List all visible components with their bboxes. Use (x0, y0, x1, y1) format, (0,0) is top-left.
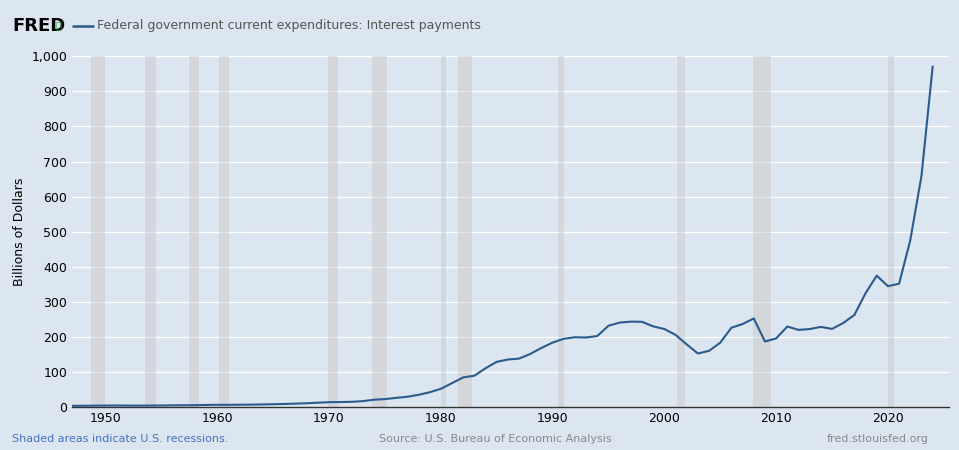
Bar (677, 56, 685, 407)
Bar (91, 56, 105, 407)
Bar (457, 56, 473, 407)
Bar (220, 56, 229, 407)
Bar (189, 56, 199, 407)
Bar (328, 56, 339, 407)
Text: FRED: FRED (12, 17, 66, 35)
Text: Shaded areas indicate U.S. recessions.: Shaded areas indicate U.S. recessions. (12, 434, 229, 444)
Text: Source: U.S. Bureau of Economic Analysis: Source: U.S. Bureau of Economic Analysis (379, 434, 612, 444)
Bar (753, 56, 771, 407)
Text: ⧖: ⧖ (56, 20, 61, 30)
Y-axis label: Billions of Dollars: Billions of Dollars (12, 178, 26, 286)
Bar (888, 56, 894, 407)
Bar (372, 56, 386, 407)
Text: Federal government current expenditures: Interest payments: Federal government current expenditures:… (97, 19, 480, 32)
Bar (558, 56, 564, 407)
Bar (441, 56, 446, 407)
Bar (145, 56, 155, 407)
Text: fred.stlouisfed.org: fred.stlouisfed.org (827, 434, 928, 444)
